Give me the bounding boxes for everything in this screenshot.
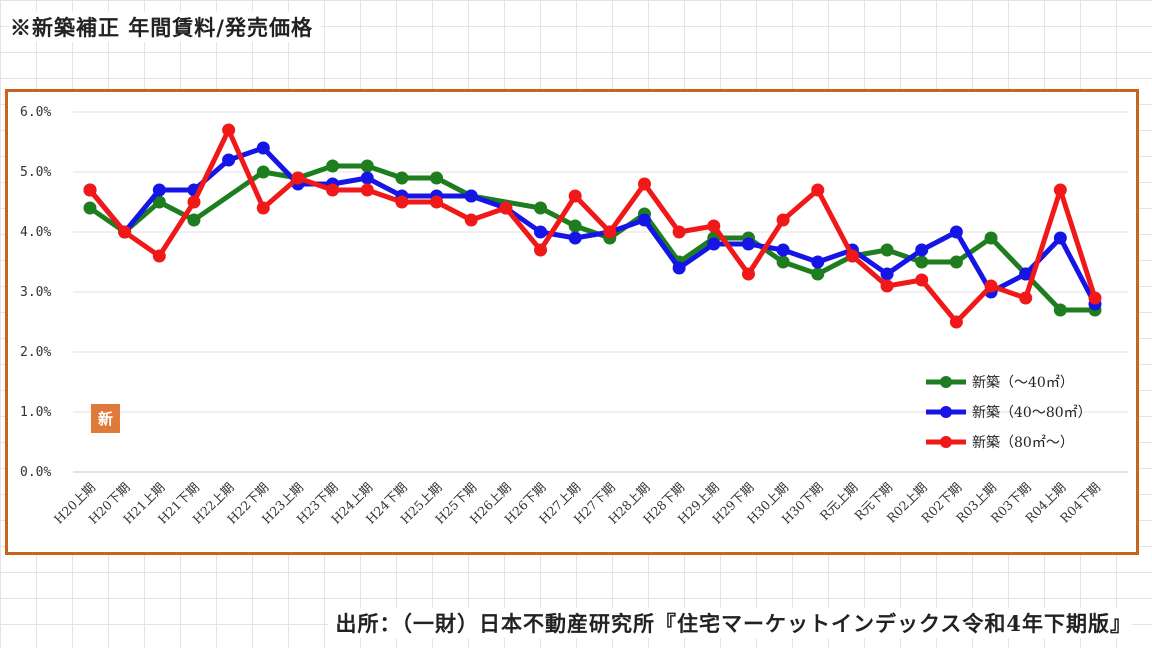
grid-lines — [73, 111, 1128, 473]
series-lines — [83, 123, 1102, 329]
data-point — [256, 141, 270, 155]
legend: 新築（〜40㎡） 新築（40〜80㎡） 新築（80㎡〜） — [926, 375, 1092, 451]
legend-marker — [940, 376, 952, 388]
chart-frame: 0.0% 1.0% 2.0% 3.0% 4.0% 5.0% 6.0% H20上期 H20下期 H… — [5, 89, 1139, 555]
data-point — [949, 315, 963, 329]
y-tick-label: 0.0% — [20, 465, 51, 480]
line-chart: 0.0% 1.0% 2.0% 3.0% 4.0% 5.0% 6.0% H20上期H20下期H… — [20, 105, 1128, 527]
data-point — [568, 231, 582, 245]
data-point — [152, 183, 166, 197]
data-point — [741, 267, 755, 281]
y-tick-label: 2.0% — [20, 345, 51, 360]
data-point — [741, 237, 755, 251]
data-point — [152, 249, 166, 263]
data-point — [187, 213, 201, 227]
data-point — [915, 255, 929, 269]
data-point — [776, 243, 790, 257]
x-tick-label: R元上期 — [817, 480, 861, 524]
data-point — [949, 255, 963, 269]
legend-label: 新築（40〜80㎡） — [972, 405, 1092, 421]
data-point — [83, 183, 97, 197]
source-note: 出所：（一財）日本不動産研究所『住宅マーケットインデックス令和4年下期版』 — [327, 608, 1132, 638]
data-point — [707, 219, 721, 233]
data-point — [880, 243, 894, 257]
y-tick-label: 6.0% — [20, 105, 51, 120]
data-point — [568, 219, 582, 233]
data-point — [187, 195, 201, 209]
page-title: ※新築補正 年間賃料/発売価格 — [10, 12, 321, 42]
data-point — [534, 225, 548, 239]
series-line — [88, 145, 1098, 306]
data-point — [118, 225, 132, 239]
data-point — [534, 201, 548, 215]
data-point — [1053, 183, 1067, 197]
legend-label: 新築（〜40㎡） — [972, 375, 1074, 391]
data-point — [1019, 267, 1033, 281]
data-point — [811, 183, 825, 197]
data-point — [152, 195, 166, 209]
x-axis-ticks: H20上期H20下期H21上期H21下期H22上期H22下期H23上期H23下期… — [51, 480, 1103, 527]
data-point — [222, 123, 236, 137]
data-point — [1088, 291, 1102, 305]
data-point — [499, 201, 513, 215]
data-point — [776, 213, 790, 227]
data-point — [222, 153, 236, 167]
y-tick-label: 3.0% — [20, 285, 51, 300]
data-point — [845, 249, 859, 263]
data-point — [637, 177, 651, 191]
data-point — [464, 213, 478, 227]
data-point — [707, 237, 721, 251]
series-2 — [83, 141, 1102, 311]
series-3 — [83, 123, 1102, 329]
data-point — [672, 225, 686, 239]
data-point — [880, 267, 894, 281]
y-tick-label: 5.0% — [20, 165, 51, 180]
data-point — [326, 183, 340, 197]
data-point — [915, 273, 929, 287]
data-point — [291, 171, 305, 185]
data-point — [984, 231, 998, 245]
y-axis-ticks: 0.0% 1.0% 2.0% 3.0% 4.0% 5.0% 6.0% — [20, 105, 51, 480]
legend-marker — [940, 406, 952, 418]
data-point — [430, 195, 444, 209]
data-point — [395, 171, 409, 185]
data-point — [637, 213, 651, 227]
data-point — [568, 189, 582, 203]
data-point — [256, 201, 270, 215]
data-point — [534, 243, 548, 257]
data-point — [672, 261, 686, 275]
new-badge: 新 — [91, 404, 120, 433]
data-point — [811, 267, 825, 281]
y-tick-label: 4.0% — [20, 225, 51, 240]
data-point — [915, 243, 929, 257]
data-point — [880, 279, 894, 293]
data-point — [326, 159, 340, 173]
data-point — [984, 279, 998, 293]
legend-marker — [940, 436, 952, 448]
data-point — [1053, 231, 1067, 245]
new-badge-box — [91, 404, 120, 433]
data-point — [1019, 291, 1033, 305]
new-badge-label: 新 — [98, 410, 113, 428]
data-point — [360, 171, 374, 185]
data-point — [430, 171, 444, 185]
y-tick-label: 1.0% — [20, 405, 51, 420]
data-point — [811, 255, 825, 269]
data-point — [464, 189, 478, 203]
data-point — [360, 183, 374, 197]
data-point — [776, 255, 790, 269]
data-point — [949, 225, 963, 239]
series-line — [88, 127, 1098, 325]
data-point — [360, 159, 374, 173]
data-point — [83, 201, 97, 215]
data-point — [256, 165, 270, 179]
data-point — [1053, 303, 1067, 317]
data-point — [603, 225, 617, 239]
data-point — [395, 195, 409, 209]
legend-label: 新築（80㎡〜） — [972, 435, 1074, 451]
